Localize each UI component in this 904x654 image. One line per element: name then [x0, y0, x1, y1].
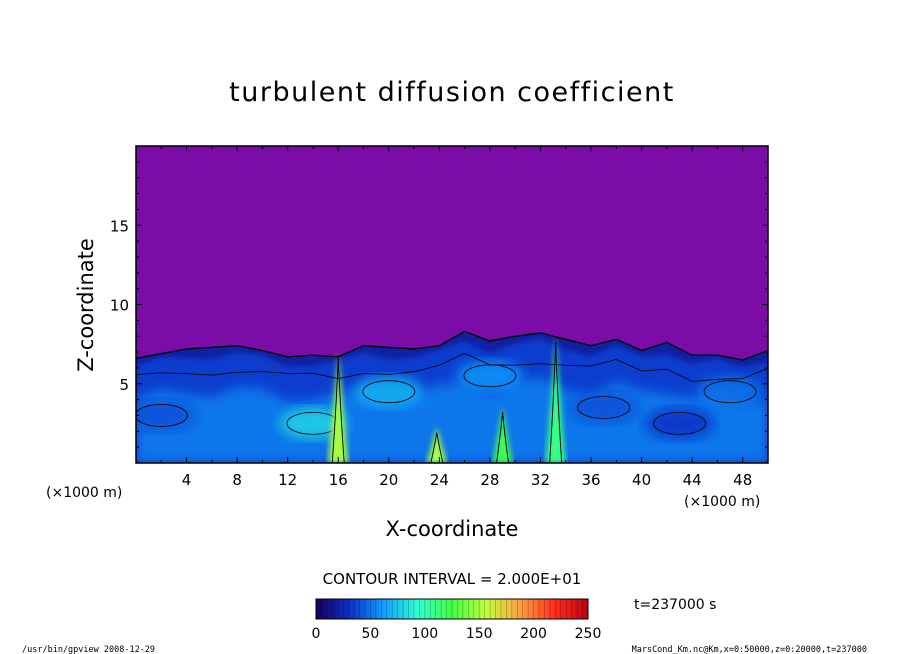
x-tick-label: 16	[329, 471, 348, 489]
plume	[545, 336, 566, 463]
plume	[492, 405, 513, 463]
convective-cell	[136, 399, 196, 432]
colorbar-tick-label: 200	[520, 626, 547, 642]
x-tick-label: 48	[733, 471, 752, 489]
footer-right: MarsCond_Km.nc@Km,x=0:50000,z=0:20000,t=…	[632, 645, 867, 654]
colorbar-tick-label: 0	[312, 626, 321, 642]
colorbar-tick-label: 50	[361, 626, 379, 642]
field-layer	[136, 330, 768, 463]
cell-contour	[703, 380, 757, 404]
time-label: t=237000 s	[634, 597, 716, 613]
x-tick-label: 8	[232, 471, 242, 489]
inner-contour	[136, 352, 768, 382]
y-axis-label: Z-coordinate	[74, 238, 98, 372]
colorbar-ticks: 0 50 100 150 200 250	[312, 626, 602, 642]
x-axis-label: X-coordinate	[386, 517, 519, 541]
y-axis: 5 10 15	[110, 161, 768, 448]
x-tick-label: 24	[430, 471, 449, 489]
x-tick-label: 36	[581, 471, 600, 489]
x-tick-label: 28	[480, 471, 499, 489]
y-tick-label: 15	[110, 217, 129, 235]
x-axis-unit-left: (×1000 m)	[46, 485, 122, 501]
x-tick-label: 12	[278, 471, 297, 489]
x-tick-label: 4	[182, 471, 192, 489]
x-tick-label: 32	[531, 471, 550, 489]
y-tick-label: 5	[119, 376, 129, 394]
plume	[426, 426, 447, 463]
plume-contour	[331, 358, 345, 463]
x-axis-unit-right: (×1000 m)	[684, 494, 760, 510]
x-tick-label: 40	[632, 471, 651, 489]
x-axis: 4 8 12 16 20 24 28 32 36 40 44 48	[160, 146, 752, 489]
plume-contour	[496, 411, 510, 463]
plume-contour	[430, 432, 444, 463]
x-tick-label: 44	[683, 471, 702, 489]
plume-contour	[549, 342, 563, 463]
layer-top-contour	[136, 330, 768, 361]
plume	[328, 352, 349, 463]
colorbar-gradient	[316, 599, 588, 619]
colorbar-frame	[315, 598, 589, 620]
cell-contour	[136, 404, 188, 427]
colorbar-tick-label: 100	[411, 626, 438, 642]
chart-title: turbulent diffusion coefficient	[229, 77, 675, 108]
cell-contour	[362, 380, 416, 404]
x-tick-label: 20	[379, 471, 398, 489]
cell-contour	[653, 411, 706, 435]
y-tick-label: 10	[110, 297, 129, 315]
contour-interval-label: CONTOUR INTERVAL = 2.000E+01	[323, 570, 582, 588]
colorbar-tick-label: 250	[575, 626, 602, 642]
cell-contour	[577, 396, 631, 419]
colorbar: 0 50 100 150 200 250	[312, 598, 602, 642]
footer-left: /usr/bin/gpview 2008-12-29	[22, 645, 155, 654]
colorbar-tick-label: 150	[466, 626, 493, 642]
